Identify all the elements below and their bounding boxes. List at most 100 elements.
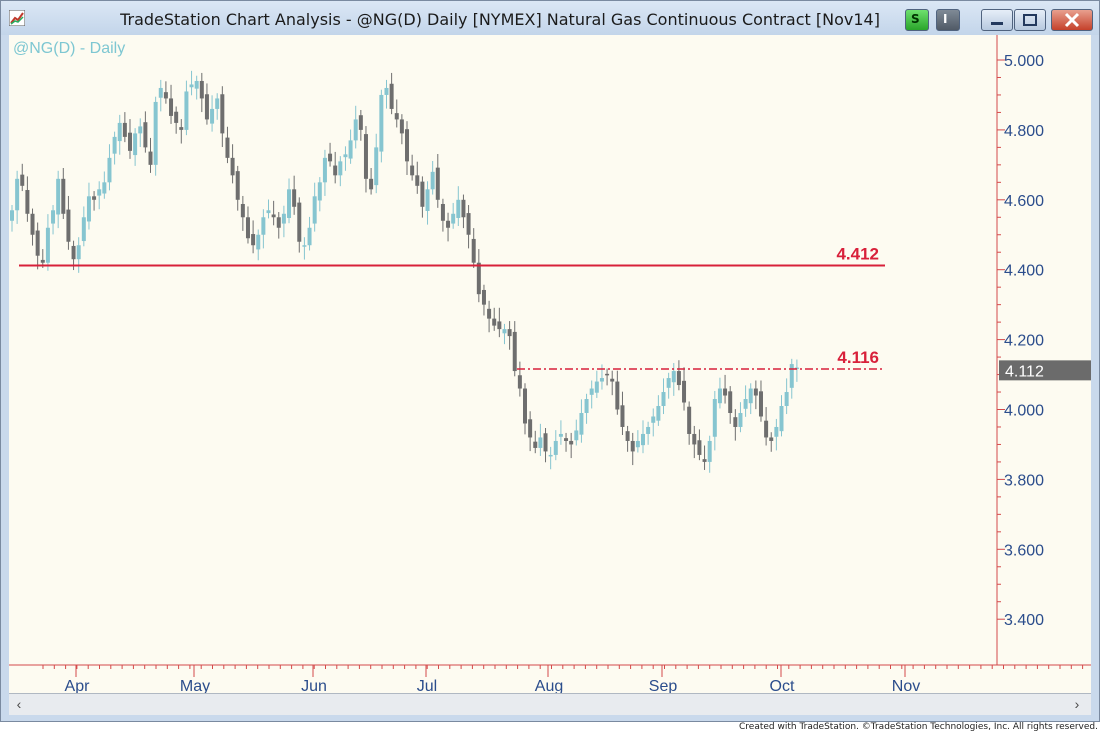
candle-body [215, 98, 220, 109]
candle-body [702, 459, 707, 462]
candle-body [758, 391, 763, 417]
candle-body [389, 83, 394, 109]
last-price-label: 4.112 [1005, 363, 1044, 380]
tradestation-app-icon [9, 10, 25, 26]
chart-plot-area[interactable]: @NG(D) - Daily 5.000 4.800 4.600 4.400 4.200 4… [9, 35, 1091, 693]
candle-body [615, 381, 620, 410]
symbol-label: @NG(D) - Daily [13, 40, 125, 57]
level-label-4412: 4.412 [836, 245, 879, 264]
candle-body [430, 171, 435, 190]
candle-body [225, 137, 230, 158]
candle-body [338, 161, 343, 176]
maximize-button[interactable] [1014, 9, 1046, 31]
candle-body [451, 213, 456, 224]
minimize-button[interactable] [981, 9, 1013, 31]
month-label: Jun [301, 678, 327, 693]
candle-body [712, 399, 717, 437]
candle-body [343, 154, 348, 158]
candle-body [86, 196, 91, 222]
candle-body [574, 430, 579, 441]
candle-body [605, 373, 610, 376]
candle-body [81, 217, 86, 242]
candle-body [25, 190, 30, 214]
candle-body [76, 245, 81, 260]
candle-body [245, 217, 250, 239]
candle-body [748, 388, 753, 404]
candle-body [107, 157, 112, 183]
level-label-4116: 4.116 [837, 348, 879, 367]
scroll-left-arrow-icon[interactable]: ‹ [16, 696, 22, 712]
candle-body [302, 245, 307, 247]
candle-body [481, 289, 486, 305]
copyright-footer: Created with TradeStation. ©TradeStation… [739, 722, 1098, 732]
candle-body [774, 426, 779, 437]
candle-body [127, 132, 132, 151]
candle-body [61, 178, 66, 214]
indicator-i-button[interactable]: I [936, 9, 960, 31]
candle-body [297, 202, 302, 242]
candle-body [307, 227, 312, 246]
close-icon [1064, 12, 1080, 28]
candle-body [117, 122, 122, 142]
candle-body [102, 182, 107, 194]
candle-body [379, 94, 384, 152]
candle-body [528, 419, 533, 438]
candle-body [456, 199, 461, 218]
candle-body [35, 230, 40, 256]
candle-body [779, 406, 784, 432]
price-tick-label: 4.000 [1004, 403, 1044, 420]
candle-body [143, 122, 148, 148]
candle-body [256, 234, 261, 250]
price-tick-label: 3.400 [1004, 612, 1044, 629]
close-button[interactable] [1051, 9, 1093, 31]
candle-body [15, 178, 20, 211]
candle-body [569, 440, 574, 445]
candle-body [199, 80, 204, 99]
month-label: Sep [649, 678, 678, 693]
candle-body [656, 406, 661, 421]
candle-body [328, 153, 333, 162]
candle-body [420, 181, 425, 207]
candle-body [56, 178, 61, 215]
candle-body [266, 210, 271, 214]
price-tick-label: 3.600 [1004, 542, 1044, 559]
candle-body [363, 134, 368, 179]
candle-body [230, 157, 235, 176]
candle-body [682, 380, 687, 403]
title-bar[interactable]: TradeStation Chart Analysis - @NG(D) Dai… [1, 1, 1099, 35]
candle-body [487, 308, 492, 319]
candle-body [158, 87, 163, 98]
candle-body [507, 329, 512, 337]
candle-body [148, 151, 153, 165]
candle-body [630, 440, 635, 452]
candle-body [640, 433, 645, 446]
strategy-s-button[interactable]: S [905, 9, 929, 31]
last-price-marker [999, 360, 1091, 381]
candle-body [646, 426, 651, 434]
candle-body [533, 441, 538, 448]
month-label: Oct [770, 678, 795, 693]
candle-body [399, 119, 404, 134]
candle-body [405, 129, 410, 162]
horizontal-scrollbar[interactable]: ‹ › [9, 693, 1091, 715]
candle-body [579, 412, 584, 435]
candle-body [553, 440, 558, 455]
strategy-s-label: S [911, 12, 920, 26]
candle-body [261, 217, 266, 235]
candle-body [276, 217, 281, 228]
candle-body [97, 189, 102, 196]
candle-body [30, 213, 35, 235]
candle-body [271, 214, 276, 218]
scroll-right-arrow-icon[interactable]: › [1074, 696, 1080, 712]
candle-body [204, 94, 209, 120]
candle-body [384, 87, 389, 95]
candle-body [425, 189, 430, 211]
candle-body [584, 399, 589, 413]
candle-body [369, 178, 374, 190]
candle-body [20, 174, 25, 186]
month-label: Apr [65, 678, 91, 693]
candle-body [497, 321, 502, 330]
candlestick-chart[interactable]: @NG(D) - Daily 5.000 4.800 4.600 4.400 4.200 4… [9, 35, 1091, 693]
minimize-icon [991, 22, 1003, 25]
